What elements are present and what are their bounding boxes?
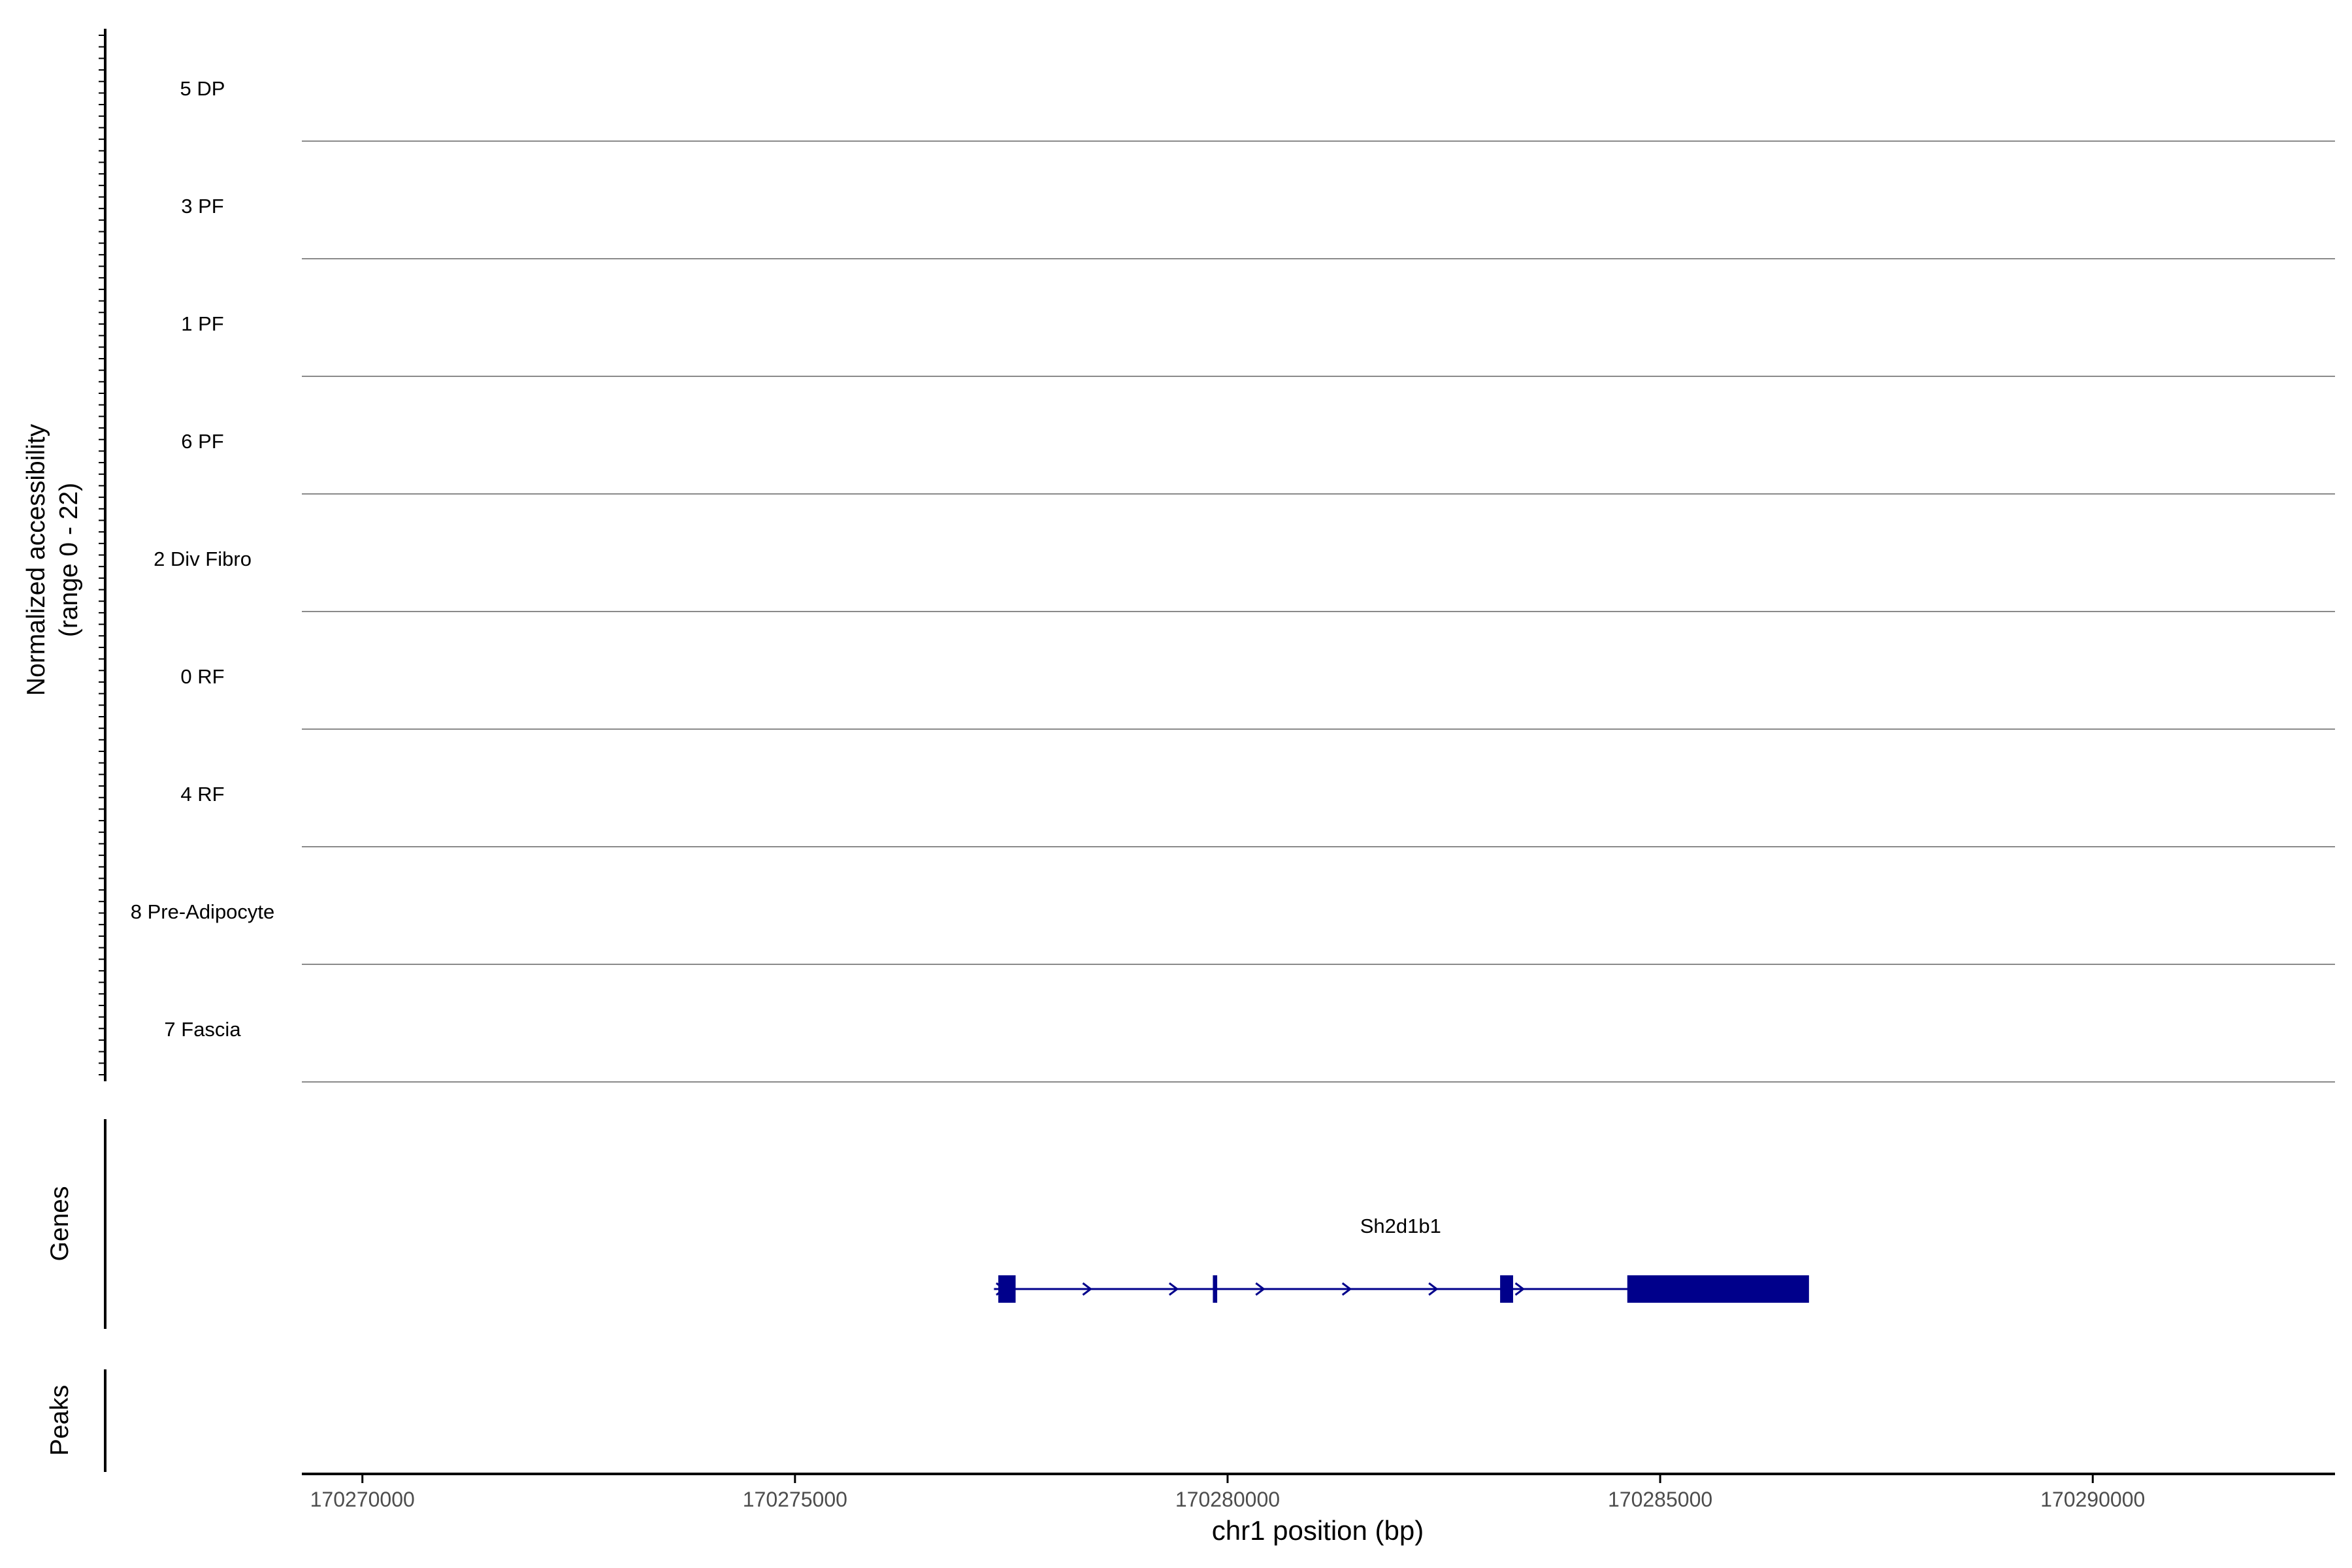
track-5-dp: 5 DP (180, 77, 2335, 142)
genes-panel-label: Genes (46, 1186, 74, 1262)
track-label: 5 DP (180, 77, 225, 100)
strand-arrow (1255, 1282, 1266, 1296)
track-label: 8 Pre-Adipocyte (131, 900, 275, 923)
track-0-rf: 0 RF (180, 665, 2335, 730)
track-2-div-fibro: 2 Div Fibro (154, 547, 2335, 612)
track-6-pf: 6 PF (181, 430, 2335, 495)
track-label: 7 Fascia (164, 1018, 241, 1041)
x-axis-tick-label: 170290000 (2040, 1488, 2145, 1511)
x-axis-ticks: 170270000 170275000 170280000 170285000 1702… (310, 1474, 2145, 1511)
track-1-pf: 1 PF (181, 312, 2335, 377)
gene-exon (1213, 1275, 1218, 1303)
gene-name-label: Sh2d1b1 (1360, 1215, 1441, 1237)
track-8-pre-adipocyte: 8 Pre-Adipocyte (131, 900, 2335, 965)
track-label: 4 RF (180, 783, 224, 806)
x-axis-title: chr1 position (bp) (1212, 1515, 1424, 1546)
track-3-pf: 3 PF (181, 195, 2335, 259)
gene-exon (998, 1275, 1016, 1303)
track-4-rf: 4 RF (180, 783, 2335, 847)
x-axis-tick-label: 170270000 (310, 1488, 415, 1511)
y-axis (99, 29, 106, 1081)
gene-exon (1500, 1275, 1513, 1303)
x-axis-tick-label: 170285000 (1608, 1488, 1712, 1511)
coverage-tracks: 5 DP 3 PF 1 PF 6 PF 2 Div Fibro 0 RF 4 RF 8 Pre… (131, 77, 2335, 1083)
gene-exon (1627, 1275, 1809, 1303)
y-axis-title-line2: (range 0 - 22) (55, 483, 83, 637)
track-label: 6 PF (181, 430, 223, 453)
x-axis-tick-label: 170275000 (743, 1488, 847, 1511)
strand-arrow (1082, 1282, 1092, 1296)
gene-model (994, 1275, 1809, 1303)
track-label: 3 PF (181, 195, 223, 218)
track-label: 0 RF (180, 665, 224, 688)
strand-arrow (1168, 1282, 1179, 1296)
strand-arrow (1428, 1282, 1439, 1296)
track-7-fascia: 7 Fascia (164, 1018, 2335, 1083)
strand-arrow (1341, 1282, 1352, 1296)
strand-arrow (1514, 1282, 1526, 1296)
y-axis-title-line1: Normalized accessibility (22, 423, 50, 696)
x-axis-tick-label: 170280000 (1175, 1488, 1280, 1511)
track-label: 2 Div Fibro (154, 547, 252, 570)
peaks-panel-label: Peaks (46, 1385, 74, 1456)
track-label: 1 PF (181, 312, 223, 335)
